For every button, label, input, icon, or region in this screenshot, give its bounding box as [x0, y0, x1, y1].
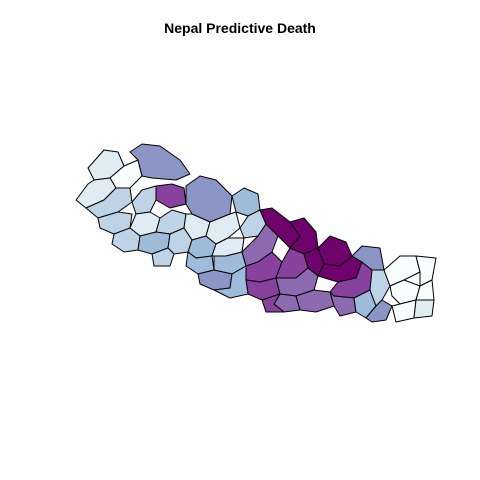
district-west-13[interactable] — [205, 211, 241, 245]
district-west-16[interactable] — [151, 247, 175, 267]
district-karnali-purple[interactable] — [155, 183, 187, 209]
district-east-9[interactable] — [415, 279, 435, 301]
district-humla[interactable] — [129, 143, 191, 181]
district-layer — [75, 143, 437, 323]
map-title: Nepal Predictive Death — [164, 20, 316, 36]
district-terai-purple[interactable] — [261, 293, 285, 313]
district-central-1[interactable] — [197, 269, 233, 291]
district-mugu[interactable] — [131, 185, 157, 215]
district-terai-mid[interactable] — [213, 265, 249, 299]
district-east-10[interactable] — [391, 299, 417, 323]
district-east-11[interactable] — [413, 299, 435, 319]
